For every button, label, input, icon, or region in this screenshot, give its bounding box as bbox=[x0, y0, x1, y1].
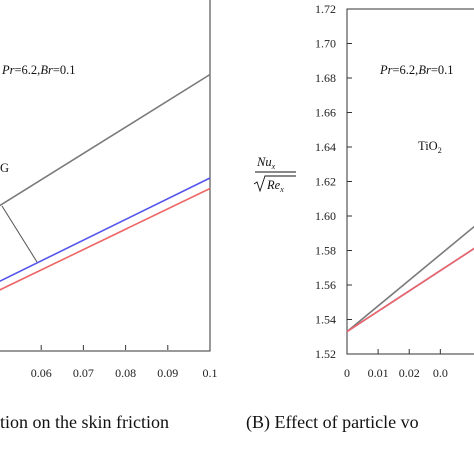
chart-b-x-tick-label: 0 bbox=[344, 366, 350, 380]
chart-a-x-tick-label: 0.07 bbox=[73, 366, 94, 380]
chart-b-y-axis-label: Nux Rex bbox=[253, 155, 296, 194]
chart-a-series-line-1 bbox=[0, 73, 211, 207]
chart-b-y-tick-label: 1.72 bbox=[315, 2, 336, 16]
chart-b-series-line-3 bbox=[346, 247, 474, 333]
chart-a-parameters: Pr=6.2,Br=0.1 bbox=[1, 63, 76, 77]
chart-b-x-tick-label: 0.02 bbox=[399, 366, 420, 380]
chart-a-x-tick-label: 0.08 bbox=[115, 366, 136, 380]
chart-b-y-tick-label: 1.64 bbox=[315, 140, 336, 154]
caption-b-panel-label: (B) bbox=[246, 412, 270, 432]
chart-b-parameters: Pr=6.2,Br=0.1 bbox=[379, 63, 454, 77]
chart-a: 0.06 0.07 0.08 0.09 0.1 Pr=6.2,Br=0.1 G bbox=[0, 0, 218, 380]
chart-a-curve-label: G bbox=[0, 161, 9, 175]
chart-a-x-ticks: 0.06 0.07 0.08 0.09 0.1 bbox=[31, 345, 218, 380]
chart-b-ticks: 1.52 1.54 1.56 1.58 1.60 1.62 1.64 1.66 1.68 1.70… bbox=[315, 2, 448, 380]
chart-b: 1.52 1.54 1.56 1.58 1.60 1.62 1.64 1.66 1.68 1.70… bbox=[253, 2, 474, 380]
chart-a-series-line-2 bbox=[0, 177, 211, 283]
chart-b-x-tick-label: 0.0 bbox=[433, 366, 448, 380]
chart-b-series-line-1 bbox=[346, 225, 474, 333]
caption-b: (B) Effect of particle vo bbox=[246, 412, 419, 433]
chart-b-y-tick-label: 1.58 bbox=[315, 244, 336, 258]
caption-a: tion on the skin friction bbox=[0, 412, 169, 432]
chart-b-series-line-2 bbox=[346, 247, 474, 333]
caption-b-text: Effect of particle vo bbox=[274, 412, 419, 432]
svg-text:Nux: Nux bbox=[256, 155, 276, 171]
chart-a-x-tick-label: 0.09 bbox=[157, 366, 178, 380]
chart-a-plot-area bbox=[0, 0, 211, 352]
chart-b-y-tick-label: 1.62 bbox=[315, 175, 336, 189]
chart-b-plot-area bbox=[346, 8, 474, 355]
chart-a-x-tick-label: 0.1 bbox=[203, 366, 218, 380]
chart-a-curve-label-pointer bbox=[1, 205, 38, 263]
chart-b-curve-label: TiO2 bbox=[418, 139, 442, 155]
chart-b-y-tick-label: 1.52 bbox=[315, 347, 336, 361]
chart-b-y-tick-label: 1.70 bbox=[315, 37, 336, 51]
chart-b-y-tick-label: 1.60 bbox=[315, 209, 336, 223]
chart-b-y-tick-label: 1.68 bbox=[315, 71, 336, 85]
svg-text:Rex: Rex bbox=[266, 178, 284, 194]
chart-b-series bbox=[346, 225, 474, 333]
chart-b-x-tick-label: 0.01 bbox=[368, 366, 389, 380]
chart-a-series bbox=[0, 73, 211, 291]
chart-b-y-tick-label: 1.54 bbox=[315, 313, 336, 327]
chart-b-y-tick-label: 1.66 bbox=[315, 106, 336, 120]
chart-a-x-tick-label: 0.06 bbox=[31, 366, 52, 380]
chart-a-series-line-3 bbox=[0, 187, 211, 291]
chart-b-y-tick-label: 1.56 bbox=[315, 278, 336, 292]
